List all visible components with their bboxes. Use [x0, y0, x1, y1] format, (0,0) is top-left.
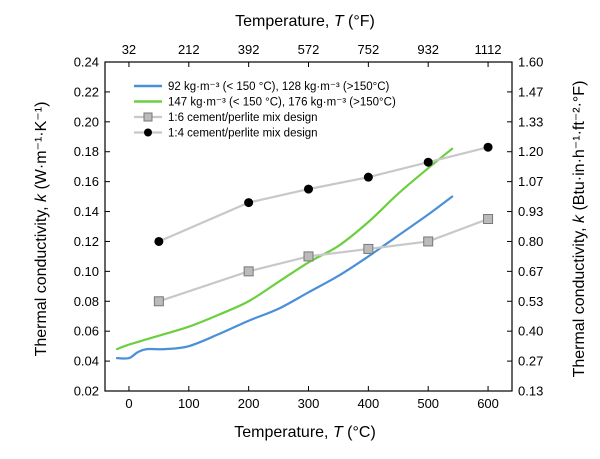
- y-right-tick-label: 0.27: [518, 354, 543, 369]
- y-left-tick-label: 0.24: [74, 55, 99, 70]
- legend-label: 92 kg·m⁻³ (< 150 °C), 128 kg·m⁻³ (>150°C…: [168, 81, 390, 93]
- x-top-tick-label: 932: [417, 42, 439, 57]
- data-point-square: [303, 251, 314, 262]
- y-left-tick-label: 0.22: [74, 84, 99, 99]
- data-point-circle: [423, 157, 433, 167]
- x-bottom-tick-label: 300: [298, 396, 320, 411]
- legend-label: 1:4 cement/perlite mix design: [168, 128, 318, 140]
- data-point-circle: [304, 184, 313, 194]
- y-right-tick-label: 0.13: [518, 384, 543, 399]
- data-point-square: [363, 243, 374, 254]
- y-right-tick-label: 1.20: [518, 144, 543, 159]
- series-line-1: [115, 195, 454, 360]
- data-point-circle: [483, 142, 493, 152]
- x-bottom-tick-label: 200: [238, 396, 260, 411]
- ticks-layer: 0 100 200 300 400 500 600 32 212 392 572 752 932 1112…: [74, 42, 544, 411]
- x-top-tick-label: 32: [122, 42, 136, 57]
- x-top-axis-title: Temperature, T (°F): [235, 13, 375, 30]
- y-right-axis-title: Thermal conductivity, k (Btu·in·h⁻¹·ft⁻²…: [571, 81, 588, 378]
- series-line-4: [158, 146, 489, 243]
- y-right-tick-label: 1.07: [518, 174, 543, 189]
- y-left-tick-label: 0.04: [74, 354, 99, 369]
- y-left-tick-label: 0.14: [74, 204, 99, 219]
- y-left-tick-label: 0.08: [74, 294, 99, 309]
- x-top-tick-label: 392: [238, 42, 260, 57]
- y-left-tick-label: 0.16: [74, 174, 99, 189]
- data-point-circle: [154, 236, 164, 246]
- data-point-square: [483, 214, 494, 225]
- y-left-tick-label: 0.06: [74, 324, 99, 339]
- y-right-tick-label: 0.53: [518, 294, 543, 309]
- legend-marker-square: [143, 112, 153, 122]
- series-line-2: [115, 147, 454, 351]
- legend-label: 1:6 cement/perlite mix design: [168, 112, 318, 124]
- x-top-tick-label: 1112: [475, 42, 502, 57]
- data-point-square: [153, 296, 164, 307]
- legend: 92 kg·m⁻³ (< 150 °C), 128 kg·m⁻³ (>150°C…: [134, 81, 396, 140]
- y-left-tick-label: 0.12: [74, 234, 99, 249]
- y-right-tick-label: 0.93: [518, 204, 543, 219]
- y-right-tick-label: 0.40: [518, 324, 543, 339]
- y-right-tick-label: 0.67: [518, 264, 543, 279]
- y-left-tick-label: 0.20: [74, 114, 99, 129]
- x-bottom-axis-title: Temperature, T (°C): [234, 424, 376, 441]
- y-left-tick-label: 0.02: [74, 384, 99, 399]
- series-line-3: [158, 217, 489, 303]
- x-bottom-tick-label: 400: [358, 396, 380, 411]
- y-left-tick-label: 0.18: [74, 144, 99, 159]
- x-bottom-tick-label: 100: [178, 396, 200, 411]
- legend-label: 147 kg·m⁻³ (< 150 °C), 176 kg·m⁻³ (>150°…: [168, 97, 396, 109]
- y-left-axis-title: Thermal conductivity, k (W·m⁻¹·K⁻¹): [33, 102, 50, 357]
- x-bottom-tick-label: 500: [417, 396, 439, 411]
- x-bottom-tick-label: 0: [125, 396, 132, 411]
- data-point-circle: [363, 172, 373, 182]
- legend-marker-circle: [144, 128, 152, 137]
- y-right-tick-label: 1.60: [518, 55, 543, 70]
- x-top-tick-label: 752: [358, 42, 380, 57]
- series-layer: [115, 142, 494, 360]
- x-top-tick-label: 212: [178, 42, 200, 57]
- data-point-square: [423, 236, 434, 247]
- data-point-square: [243, 266, 254, 277]
- data-point-circle: [244, 198, 254, 208]
- x-top-tick-label: 572: [298, 42, 320, 57]
- y-right-tick-label: 0.80: [518, 234, 543, 249]
- y-left-tick-label: 0.10: [74, 264, 99, 279]
- y-right-tick-label: 1.47: [518, 84, 543, 99]
- x-bottom-tick-label: 600: [477, 396, 499, 411]
- y-right-tick-label: 1.33: [518, 114, 543, 129]
